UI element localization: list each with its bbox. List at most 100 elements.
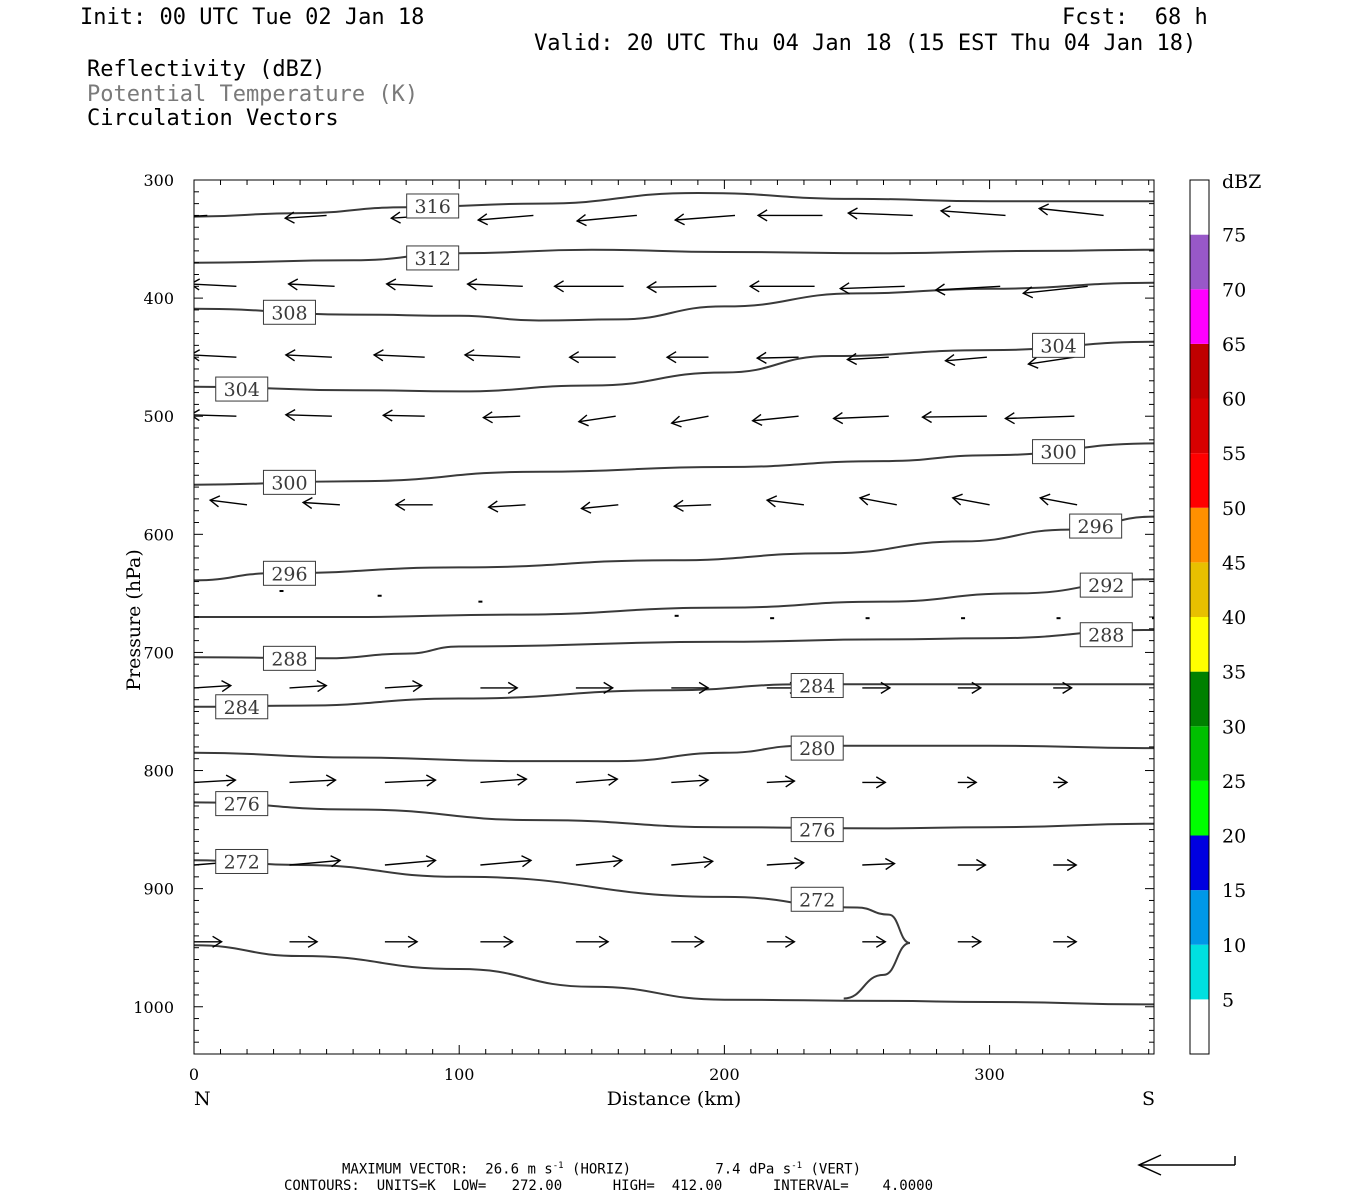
- contour-label-text: 284: [799, 676, 835, 698]
- circulation-vector: [765, 495, 804, 508]
- colorbar-swatch: [1190, 180, 1209, 235]
- circulation-vector: [862, 857, 896, 871]
- vector-head: [287, 278, 299, 291]
- contour-label-300: 300: [262, 469, 316, 495]
- vector-shaft: [862, 862, 895, 866]
- contour-label-box: [215, 694, 269, 720]
- vector-head: [765, 495, 778, 508]
- circulation-vector: [951, 493, 990, 506]
- vector-head: [577, 414, 589, 427]
- max-vector-vert: 7.4 dPa s: [715, 1161, 792, 1178]
- circulation-vector: [480, 935, 514, 948]
- vector-head: [875, 935, 887, 948]
- vector-head: [1038, 493, 1051, 506]
- contour-label-box: [262, 645, 316, 671]
- vector-shaft: [935, 285, 1001, 291]
- vector-head: [1062, 681, 1073, 694]
- vector-head: [476, 213, 489, 226]
- isentrope-288-7: [194, 629, 1154, 660]
- circulation-vector: [748, 280, 815, 293]
- vector-shaft: [289, 859, 341, 866]
- vector-head: [846, 207, 858, 220]
- contour-label-304: 304: [1032, 332, 1086, 358]
- vector-head: [846, 352, 858, 366]
- colorbar-swatch: [1190, 617, 1209, 672]
- contour-label-box: [262, 299, 316, 325]
- vector-shaft: [478, 214, 534, 221]
- contour-label-box: [262, 560, 316, 586]
- circulation-vector: [862, 681, 892, 694]
- vector-shaft: [194, 414, 237, 417]
- circulation-vector: [1053, 858, 1078, 872]
- vector-shaft: [578, 415, 616, 423]
- colorbar-tick-label: 75: [1222, 225, 1246, 247]
- circulation-vector: [673, 213, 736, 226]
- circulation-vector: [568, 351, 616, 364]
- vector-head: [698, 681, 710, 694]
- circulation-vector: [194, 349, 237, 362]
- circulation-vector: [284, 408, 332, 422]
- contour-label-272: 272: [790, 886, 844, 912]
- x-right-label: S: [1142, 1088, 1155, 1110]
- contour-label-text: 280: [799, 738, 835, 760]
- vector-shaft: [647, 285, 717, 288]
- vector-head: [971, 681, 983, 694]
- contour-label-280: 280: [790, 735, 844, 761]
- circulation-vector: [846, 352, 889, 366]
- vector-head: [646, 281, 657, 294]
- contour-label-300: 300: [1032, 439, 1086, 465]
- vector-head: [921, 410, 932, 424]
- circulation-vector: [208, 495, 248, 508]
- circulation-vector: [939, 205, 1006, 218]
- vector-shaft: [833, 415, 889, 420]
- colorbar-tick-label: 30: [1222, 716, 1246, 738]
- colorbar-tick-label: 15: [1222, 880, 1246, 902]
- circulation-vector: [670, 415, 709, 428]
- vector-head: [670, 415, 682, 428]
- circulation-vector: [553, 280, 624, 293]
- vector-head: [880, 681, 892, 694]
- vector-shaft: [210, 499, 248, 506]
- vector-head: [507, 681, 519, 694]
- circulation-vector: [671, 935, 705, 948]
- vector-shaft: [945, 356, 987, 362]
- vector-head: [1066, 935, 1078, 948]
- vector-shaft: [285, 214, 327, 219]
- circulation-vector: [672, 499, 712, 512]
- vector-shaft: [480, 859, 532, 866]
- contour-label-text: 276: [224, 794, 260, 816]
- y-tick-label: 1000: [133, 998, 174, 1017]
- init-time: Init: 00 UTC Tue 02 Jan 18: [80, 5, 425, 30]
- vector-head: [575, 214, 587, 227]
- circulation-vector: [1038, 493, 1078, 506]
- vector-head: [372, 349, 384, 362]
- vector-shaft: [488, 504, 526, 508]
- vector-head: [194, 278, 201, 291]
- isentrope-312-1: [194, 248, 1154, 264]
- contour-label-text: 304: [224, 379, 260, 401]
- vector-head: [516, 773, 528, 786]
- colorbar-swatch: [1190, 343, 1209, 399]
- vector-head: [425, 774, 437, 787]
- vector-head: [553, 280, 564, 293]
- circulation-vector: [575, 681, 615, 694]
- contour-label-text: 296: [271, 563, 307, 585]
- circulation-vector: [1037, 203, 1104, 217]
- isentrope-unlabeled-12: [194, 944, 1154, 1006]
- circulation-vector: [766, 935, 796, 948]
- vector-shaft: [303, 501, 340, 506]
- vector-shaft: [1005, 415, 1075, 420]
- circulation-vector: [1027, 356, 1075, 369]
- colorbar-tick-label: 45: [1222, 552, 1246, 574]
- circulation-vector: [194, 679, 233, 693]
- vector-shaft: [194, 283, 237, 287]
- vector-layer: [194, 203, 1154, 948]
- max-vector-horiz-unit: (HORIZ): [572, 1161, 632, 1178]
- contour-label-312: 312: [406, 245, 460, 271]
- contour-info: CONTOURS: UNITS=K LOW= 272.00 HIGH= 412.…: [284, 1178, 934, 1194]
- vector-shaft: [483, 415, 521, 419]
- vector-head: [934, 283, 946, 296]
- vector-head: [503, 935, 514, 948]
- vector-head: [785, 935, 796, 948]
